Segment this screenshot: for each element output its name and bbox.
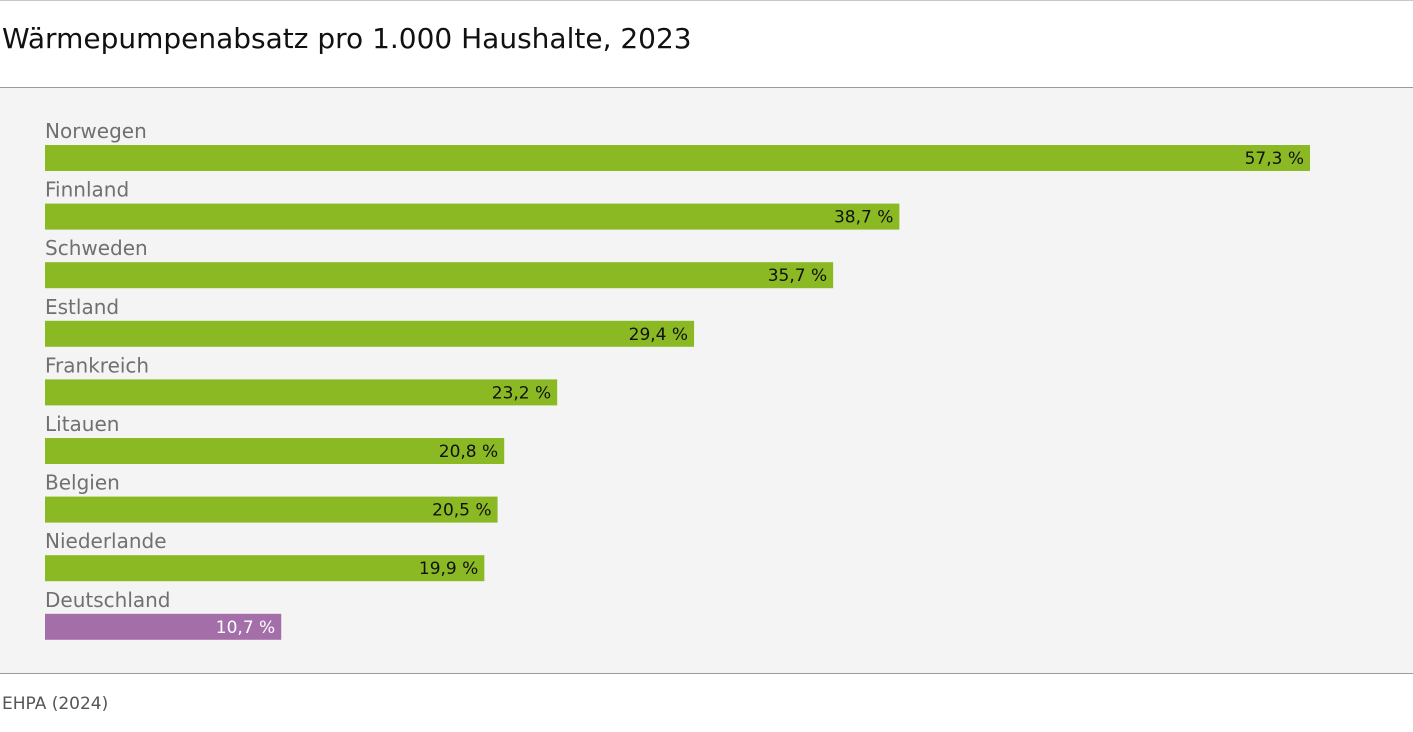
value-label-litauen: 20,8 % <box>439 442 498 462</box>
value-label-estland: 29,4 % <box>629 325 688 345</box>
value-label-deutschland: 10,7 % <box>216 618 275 638</box>
category-label-estland: Estland <box>45 295 119 319</box>
category-label-schweden: Schweden <box>45 236 148 260</box>
category-label-norwegen: Norwegen <box>45 119 147 143</box>
bar-niederlande <box>45 555 485 582</box>
value-label-frankreich: 23,2 % <box>492 383 551 403</box>
value-label-norwegen: 57,3 % <box>1245 149 1304 169</box>
category-label-belgien: Belgien <box>45 471 120 495</box>
bar-litauen <box>45 438 505 464</box>
category-label-deutschland: Deutschland <box>45 588 171 612</box>
bar-estland <box>45 320 695 347</box>
bar-frankreich <box>45 379 558 406</box>
top-rule <box>0 0 1413 1</box>
category-label-frankreich: Frankreich <box>45 353 149 377</box>
value-label-niederlande: 19,9 % <box>419 559 478 579</box>
bar-finnland <box>45 203 900 230</box>
value-label-finnland: 38,7 % <box>834 208 893 228</box>
value-label-schweden: 35,7 % <box>768 266 827 286</box>
category-label-finnland: Finnland <box>45 178 129 202</box>
bar-belgien <box>45 496 498 523</box>
category-label-litauen: Litauen <box>45 412 119 436</box>
bar-norwegen <box>45 145 1310 171</box>
source-note: EHPA (2024) <box>2 694 109 714</box>
bar-schweden <box>45 262 834 289</box>
category-label-niederlande: Niederlande <box>45 529 167 553</box>
bar-deutschland <box>45 613 282 640</box>
value-label-belgien: 20,5 % <box>432 501 491 521</box>
chart-title: Wärmepumpenabsatz pro 1.000 Haushalte, 2… <box>2 22 692 55</box>
